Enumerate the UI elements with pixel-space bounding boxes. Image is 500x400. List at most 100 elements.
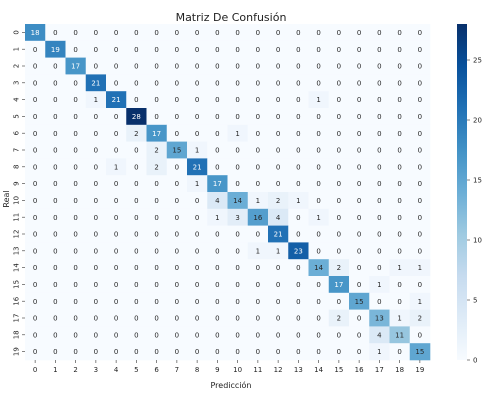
heatmap-cell xyxy=(288,57,309,75)
cell-value-label: 0 xyxy=(114,197,118,205)
cell-value-label: 0 xyxy=(418,147,422,155)
heatmap-cell xyxy=(45,225,66,243)
cell-value-label: 0 xyxy=(235,46,239,54)
y-tick-label: 3 xyxy=(13,81,21,85)
cell-value-label: 0 xyxy=(276,348,280,356)
heatmap-cell xyxy=(227,208,249,226)
heatmap-cell xyxy=(389,326,411,344)
heatmap-cell xyxy=(25,192,46,210)
cell-value-label: 0 xyxy=(357,264,361,272)
cell-value-label: 0 xyxy=(337,46,341,54)
cell-value-label: 21 xyxy=(193,163,202,171)
cell-value-label: 0 xyxy=(276,29,280,37)
cell-value-label: 0 xyxy=(296,113,300,121)
cell-value-label: 0 xyxy=(256,264,260,272)
heatmap-cell xyxy=(369,158,390,176)
heatmap-cell xyxy=(409,192,431,210)
heatmap-cell xyxy=(85,24,107,42)
cell-value-label: 0 xyxy=(114,298,118,306)
cell-value-label: 0 xyxy=(276,46,280,54)
cell-value-label: 0 xyxy=(418,96,422,104)
heatmap-cell xyxy=(126,326,147,344)
heatmap-cell xyxy=(187,242,208,260)
heatmap-cell xyxy=(187,192,208,210)
heatmap-cell xyxy=(146,309,168,327)
cell-value-label: 0 xyxy=(114,63,118,71)
cell-value-label: 0 xyxy=(134,331,138,339)
heatmap-cell xyxy=(328,225,350,243)
heatmap-cell xyxy=(85,292,107,310)
heatmap-cell xyxy=(166,309,188,327)
heatmap-cell xyxy=(227,242,249,260)
cell-value-label: 0 xyxy=(114,315,118,323)
cell-value-label: 0 xyxy=(114,29,118,37)
cell-value-label: 0 xyxy=(397,130,401,138)
cell-value-label: 0 xyxy=(397,63,401,71)
heatmap-cell xyxy=(247,208,269,226)
cell-value-label: 0 xyxy=(175,197,179,205)
cell-value-label: 0 xyxy=(134,147,138,155)
x-tick-label: 15 xyxy=(334,366,343,374)
cell-value-label: 0 xyxy=(316,147,320,155)
cell-value-label: 0 xyxy=(33,79,37,87)
cell-value-label: 0 xyxy=(53,29,57,37)
heatmap-cell xyxy=(187,124,208,142)
y-tick-label: 5 xyxy=(13,114,21,118)
cell-value-label: 0 xyxy=(195,264,199,272)
heatmap-cell xyxy=(369,108,390,126)
heatmap-cell xyxy=(106,276,127,294)
heatmap-cell xyxy=(126,24,147,42)
cell-value-label: 0 xyxy=(337,214,341,222)
heatmap-cell xyxy=(207,276,228,294)
heatmap-cell xyxy=(25,208,46,226)
cell-value-label: 0 xyxy=(53,281,57,289)
heatmap-cell xyxy=(389,40,411,58)
heatmap-cell xyxy=(308,276,330,294)
cell-value-label: 0 xyxy=(357,315,361,323)
cell-value-label: 0 xyxy=(235,147,239,155)
heatmap-cell xyxy=(106,40,127,58)
heatmap-cell xyxy=(349,225,370,243)
heatmap-cell xyxy=(85,141,107,159)
cell-value-label: 0 xyxy=(175,298,179,306)
heatmap-cell xyxy=(207,343,228,361)
cell-value-label: 0 xyxy=(53,348,57,356)
cell-value-label: 0 xyxy=(357,113,361,121)
cell-value-label: 2 xyxy=(337,315,341,323)
heatmap-cell xyxy=(45,326,66,344)
cell-value-label: 0 xyxy=(235,298,239,306)
heatmap-cell xyxy=(146,57,168,75)
heatmap-cell xyxy=(268,208,289,226)
heatmap-cell xyxy=(409,158,431,176)
heatmap-cell xyxy=(25,40,46,58)
heatmap-cell xyxy=(85,343,107,361)
cell-value-label: 0 xyxy=(296,96,300,104)
heatmap-cell xyxy=(308,242,330,260)
heatmap-cell xyxy=(389,192,411,210)
cell-value-label: 16 xyxy=(253,214,262,222)
cell-value-label: 17 xyxy=(71,63,80,71)
cell-value-label: 0 xyxy=(134,264,138,272)
heatmap-cell xyxy=(187,225,208,243)
cell-value-label: 0 xyxy=(337,130,341,138)
heatmap-cell xyxy=(146,108,168,126)
cell-value-label: 0 xyxy=(235,331,239,339)
cell-value-label: 4 xyxy=(276,214,281,222)
cell-value-label: 0 xyxy=(94,147,98,155)
cell-value-label: 0 xyxy=(94,163,98,171)
heatmap-cell xyxy=(288,175,309,193)
heatmap-cell xyxy=(106,309,127,327)
heatmap-cell xyxy=(328,158,350,176)
cell-value-label: 0 xyxy=(33,298,37,306)
cell-value-label: 0 xyxy=(357,79,361,87)
heatmap-cell xyxy=(166,208,188,226)
cell-value-label: 0 xyxy=(256,163,260,171)
heatmap-cell xyxy=(308,343,330,361)
cell-value-label: 0 xyxy=(195,281,199,289)
cell-value-label: 0 xyxy=(397,180,401,188)
cell-value-label: 0 xyxy=(73,130,77,138)
cell-value-label: 0 xyxy=(337,231,341,239)
heatmap-cell xyxy=(207,242,228,260)
heatmap-cell xyxy=(247,91,269,109)
cell-value-label: 0 xyxy=(397,231,401,239)
